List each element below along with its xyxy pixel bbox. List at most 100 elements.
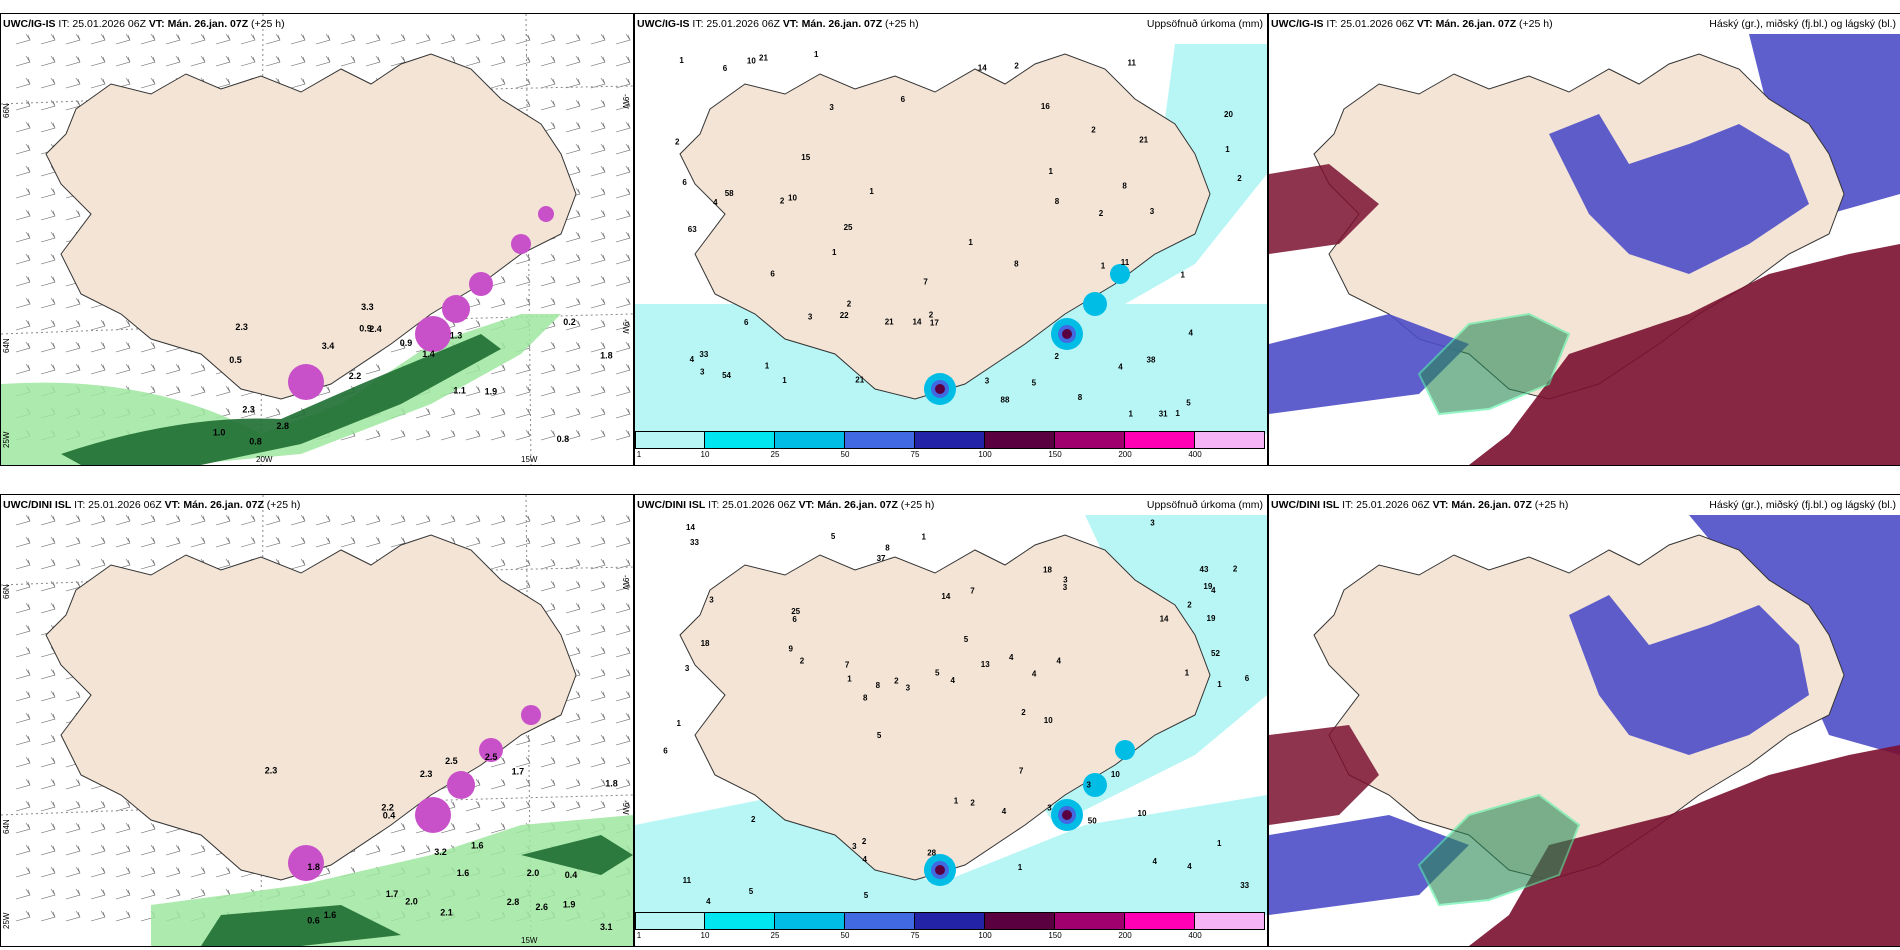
precip-value-label: 2 bbox=[929, 311, 934, 320]
wind-barb bbox=[365, 55, 381, 67]
wind-barb bbox=[390, 514, 406, 526]
precip-value-label: 4 bbox=[713, 198, 718, 207]
wind-value-label: 2.2 bbox=[381, 803, 394, 813]
wind-barb bbox=[540, 297, 556, 309]
precip-value-labels: 4152342422411243331217412135183364255119… bbox=[663, 519, 1249, 906]
panel-title: UWC/DINI ISL IT: 25.01.2026 06Z VT: Mán.… bbox=[1271, 499, 1569, 511]
wind-value-label: 1.1 bbox=[453, 386, 466, 396]
precip-value-label: 7 bbox=[845, 661, 850, 670]
wind-barb bbox=[540, 778, 556, 790]
legend-swatch bbox=[635, 431, 705, 449]
precip-value-label: 15 bbox=[801, 153, 810, 162]
precip-value-label: 3 bbox=[1063, 576, 1068, 585]
wind-barb bbox=[565, 341, 581, 353]
precip-value-label: 19 bbox=[1207, 614, 1216, 623]
wind-barb bbox=[590, 143, 606, 155]
wind-value-label: 3.2 bbox=[434, 847, 447, 857]
wind-value-label: 2.5 bbox=[485, 752, 498, 762]
wind-barb bbox=[465, 536, 481, 548]
wind-barb bbox=[615, 275, 631, 287]
iceland-land bbox=[679, 53, 1211, 400]
wind-barb bbox=[565, 231, 581, 243]
wind-barb bbox=[515, 778, 531, 790]
wind-barb bbox=[515, 275, 531, 287]
wind-value-label: 3.1 bbox=[600, 922, 613, 932]
wind-barb bbox=[40, 668, 56, 680]
legend-swatch bbox=[635, 912, 705, 930]
precip-value-label: 14 bbox=[941, 592, 950, 601]
wind-value-label: 0.4 bbox=[565, 870, 578, 880]
wind-barb bbox=[40, 275, 56, 287]
wind-barb bbox=[415, 33, 431, 45]
wind-barb bbox=[490, 514, 506, 526]
wind-barb bbox=[90, 866, 106, 878]
wind-barb bbox=[615, 231, 631, 243]
wind-barb bbox=[65, 558, 81, 570]
wind-barb bbox=[115, 866, 131, 878]
wind-barb bbox=[590, 712, 606, 724]
wind-barb bbox=[115, 536, 131, 548]
iceland-land bbox=[679, 534, 1211, 881]
precip-value-label: 4 bbox=[1057, 657, 1062, 666]
wind-barb bbox=[15, 624, 31, 636]
precip-value-label: 1 bbox=[677, 719, 682, 728]
wind-barb bbox=[215, 514, 231, 526]
wind-barb bbox=[565, 297, 581, 309]
precip-value-label: 10 bbox=[1044, 716, 1053, 725]
precip-map-panel-bottom: UWC/DINI ISL IT: 25.01.2026 06Z VT: Mán.… bbox=[634, 494, 1268, 947]
precip-value-label: 8 bbox=[1122, 181, 1127, 190]
wind-barb bbox=[565, 99, 581, 111]
lat-label-64n: 64N bbox=[2, 338, 11, 353]
wind-barb bbox=[40, 756, 56, 768]
wind-barb bbox=[540, 77, 556, 89]
precip-value-label: 1 bbox=[1181, 270, 1186, 279]
wind-barb bbox=[590, 363, 606, 375]
wind-barb bbox=[615, 514, 631, 526]
precip-value-label: 1 bbox=[869, 187, 874, 196]
wind-barb bbox=[590, 209, 606, 221]
legend-tick-label: 1 bbox=[636, 931, 642, 940]
precip-value-label: 19 bbox=[1203, 582, 1212, 591]
precip-value-label: 4 bbox=[706, 897, 711, 906]
wind-barb bbox=[390, 341, 406, 353]
wind-barb bbox=[515, 429, 531, 441]
wind-barb bbox=[615, 602, 631, 614]
wind-barb bbox=[290, 558, 306, 570]
precip-value-label: 4 bbox=[1032, 670, 1037, 679]
panel-title: UWC/IG-IS IT: 25.01.2026 06Z VT: Mán. 26… bbox=[637, 18, 919, 30]
precip-value-label: 21 bbox=[759, 54, 768, 63]
wind-barb bbox=[465, 55, 481, 67]
wind-barb bbox=[190, 55, 206, 67]
precip-value-label: 1 bbox=[1217, 839, 1222, 848]
precip-value-label: 50 bbox=[1088, 817, 1097, 826]
wind-barb bbox=[390, 822, 406, 834]
wind-barb bbox=[15, 209, 31, 221]
wind-barb bbox=[540, 429, 556, 441]
precip-value-label: 8 bbox=[1078, 393, 1083, 402]
precip-value-label: 2 bbox=[1233, 564, 1238, 573]
wind-barb bbox=[490, 429, 506, 441]
precip-value-label: 16 bbox=[1041, 102, 1050, 111]
wind-value-label: 0.5 bbox=[229, 355, 242, 365]
wind-barb bbox=[590, 341, 606, 353]
wind-value-label: 1.9 bbox=[485, 386, 498, 396]
precip-value-label: 25 bbox=[844, 223, 853, 232]
wind-barb bbox=[590, 99, 606, 111]
wind-barb bbox=[590, 275, 606, 287]
legend-swatch bbox=[845, 431, 915, 449]
wind-value-label: 0.8 bbox=[249, 436, 262, 446]
wind-barb bbox=[615, 143, 631, 155]
wind-barb bbox=[40, 231, 56, 243]
wind-barb bbox=[615, 209, 631, 221]
precip-value-label: 3 bbox=[1150, 519, 1155, 528]
wind-value-label: 0.8 bbox=[557, 434, 570, 444]
wind-barb bbox=[515, 385, 531, 397]
wind-barb bbox=[140, 536, 156, 548]
wind-barb bbox=[565, 756, 581, 768]
wind-barb bbox=[490, 558, 506, 570]
wind-barb bbox=[40, 77, 56, 89]
wind-barb bbox=[165, 385, 181, 397]
wind-barb bbox=[540, 734, 556, 746]
wind-barb bbox=[615, 77, 631, 89]
